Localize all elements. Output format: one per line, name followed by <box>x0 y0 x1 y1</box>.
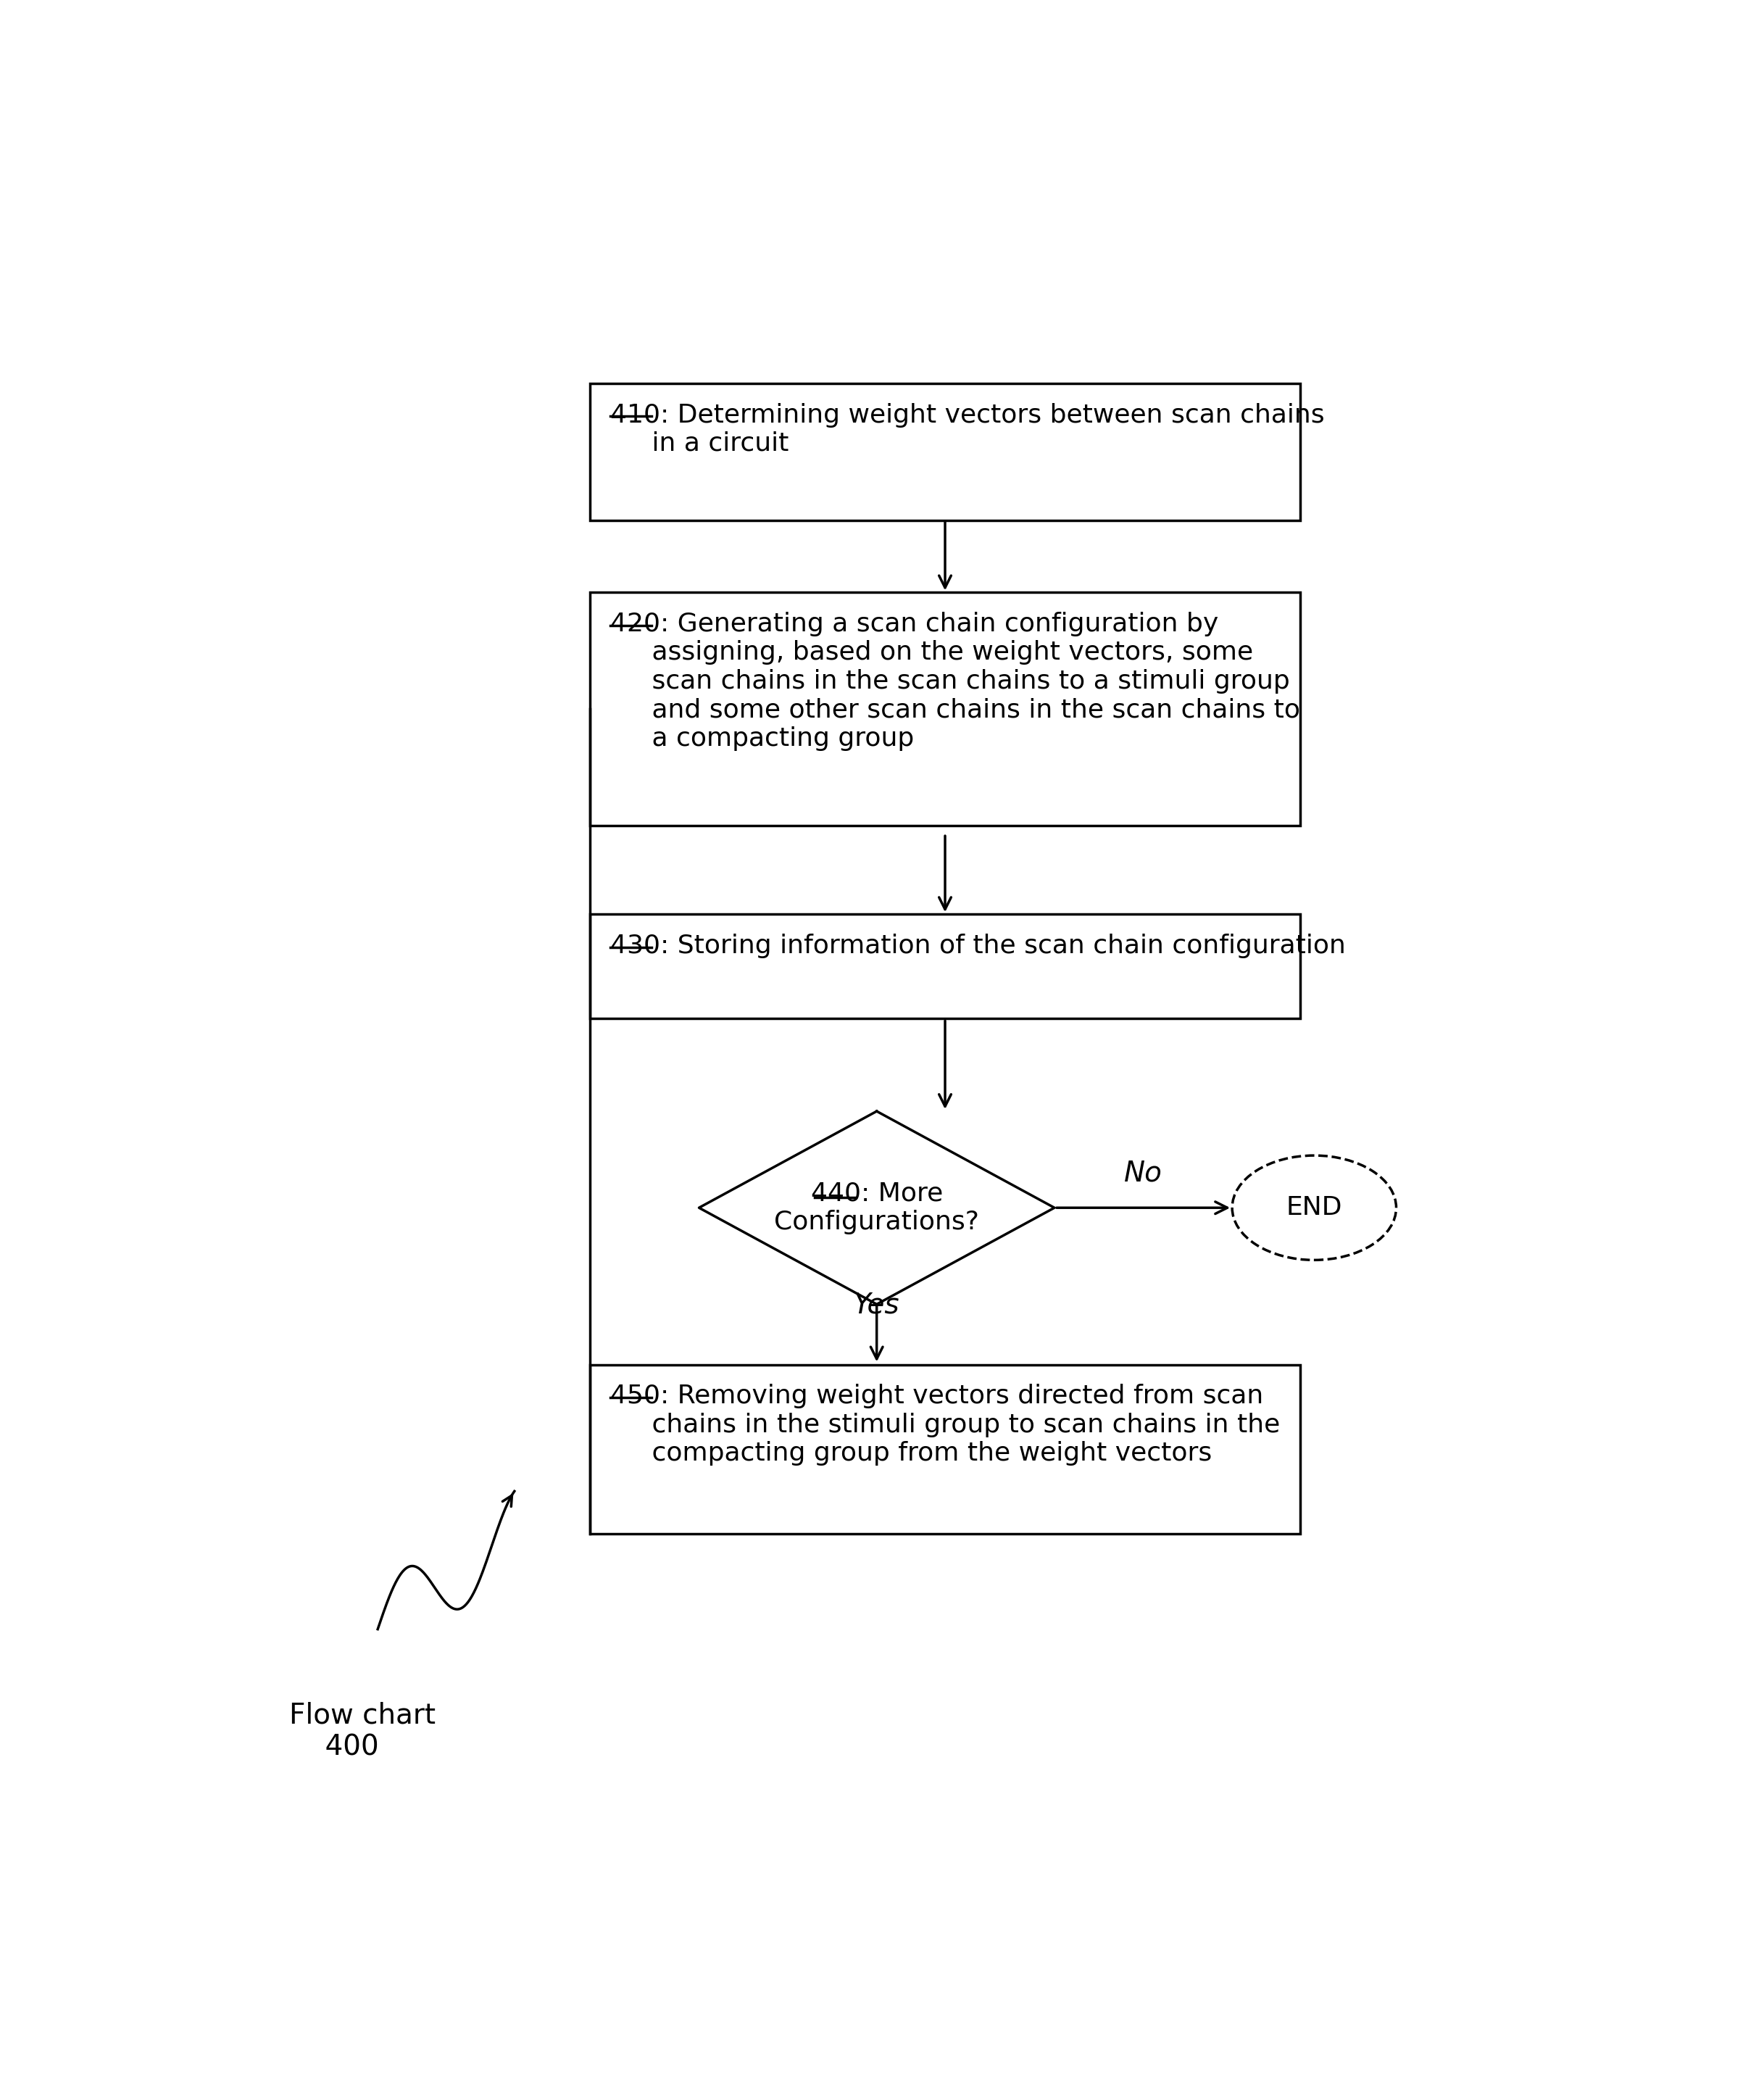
Text: 410: Determining weight vectors between scan chains
     in a circuit: 410: Determining weight vectors between … <box>610 403 1325 455</box>
FancyBboxPatch shape <box>589 384 1300 520</box>
Text: 420: Generating a scan chain configuration by
     assigning, based on the weigh: 420: Generating a scan chain configurati… <box>610 612 1300 750</box>
Text: 430: Storing information of the scan chain configuration: 430: Storing information of the scan cha… <box>610 934 1346 959</box>
Text: 440: More
Configurations?: 440: More Configurations? <box>774 1180 979 1235</box>
Text: No: No <box>1124 1159 1162 1187</box>
Text: Flow chart
    400: Flow chart 400 <box>289 1703 436 1761</box>
Ellipse shape <box>1231 1155 1397 1260</box>
Polygon shape <box>699 1111 1055 1304</box>
Text: 450: Removing weight vectors directed from scan
     chains in the stimuli group: 450: Removing weight vectors directed fr… <box>610 1383 1281 1466</box>
Text: Yes: Yes <box>854 1291 900 1318</box>
FancyBboxPatch shape <box>589 593 1300 825</box>
Text: END: END <box>1286 1195 1342 1220</box>
FancyBboxPatch shape <box>589 915 1300 1019</box>
FancyBboxPatch shape <box>589 1364 1300 1533</box>
